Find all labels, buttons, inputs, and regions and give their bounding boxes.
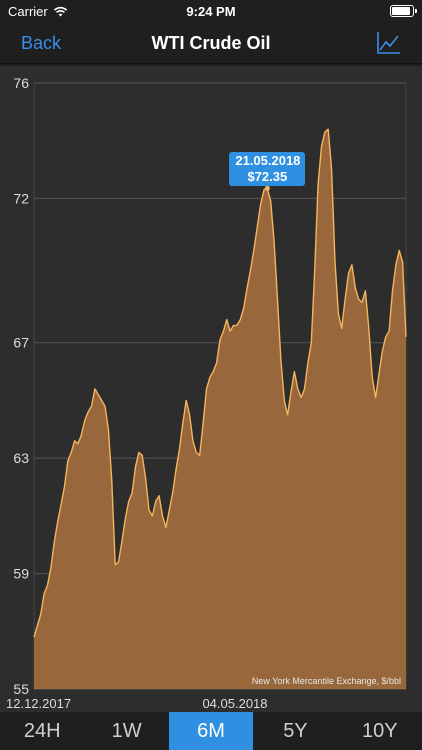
price-line <box>33 128 407 638</box>
carrier-label: Carrier <box>8 4 48 19</box>
status-time: 9:24 PM <box>186 4 236 19</box>
y-tick-label: 67 <box>13 335 29 351</box>
x-tick-label: 04.05.2018 <box>202 696 267 711</box>
status-bar: Carrier 9:24 PM <box>0 0 422 24</box>
source-note: New York Mercantile Exchange, $/bbl <box>252 676 401 686</box>
page-title: WTI Crude Oil <box>151 33 271 53</box>
back-button[interactable]: Back <box>21 33 62 53</box>
carrier-group: Carrier <box>8 4 68 19</box>
price-area <box>34 129 406 689</box>
tooltip-price: $72.35 <box>247 169 288 185</box>
tab-24h[interactable]: 24H <box>23 720 61 742</box>
wifi-icon <box>53 6 67 17</box>
tooltip-date: 21.05.2018 <box>235 153 301 169</box>
battery-icon <box>390 5 417 17</box>
tab-6m[interactable]: 6M <box>168 712 254 750</box>
price-chart[interactable]: 76 72 67 63 59 55 12.12.2017 04.05.2018 New York… <box>0 66 422 712</box>
price-tooltip: 21.05.2018 $72.35 <box>229 152 306 187</box>
selected-point <box>264 185 270 191</box>
tab-1w[interactable]: 1W <box>111 720 142 742</box>
navigation-bar: Back WTI Crude Oil <box>0 24 422 64</box>
y-tick-label: 76 <box>13 75 29 91</box>
y-tick-label: 63 <box>13 450 29 466</box>
time-range-tabs: 24H 1W 6M 5Y 10Y <box>0 712 422 750</box>
line-chart-icon[interactable] <box>376 30 402 56</box>
y-tick-label: 72 <box>13 190 29 206</box>
y-tick-label: 55 <box>13 681 29 697</box>
tab-5y[interactable]: 5Y <box>283 720 308 742</box>
x-tick-label: 12.12.2017 <box>6 696 71 711</box>
tab-10y[interactable]: 10Y <box>362 720 398 742</box>
y-tick-label: 59 <box>13 566 29 582</box>
